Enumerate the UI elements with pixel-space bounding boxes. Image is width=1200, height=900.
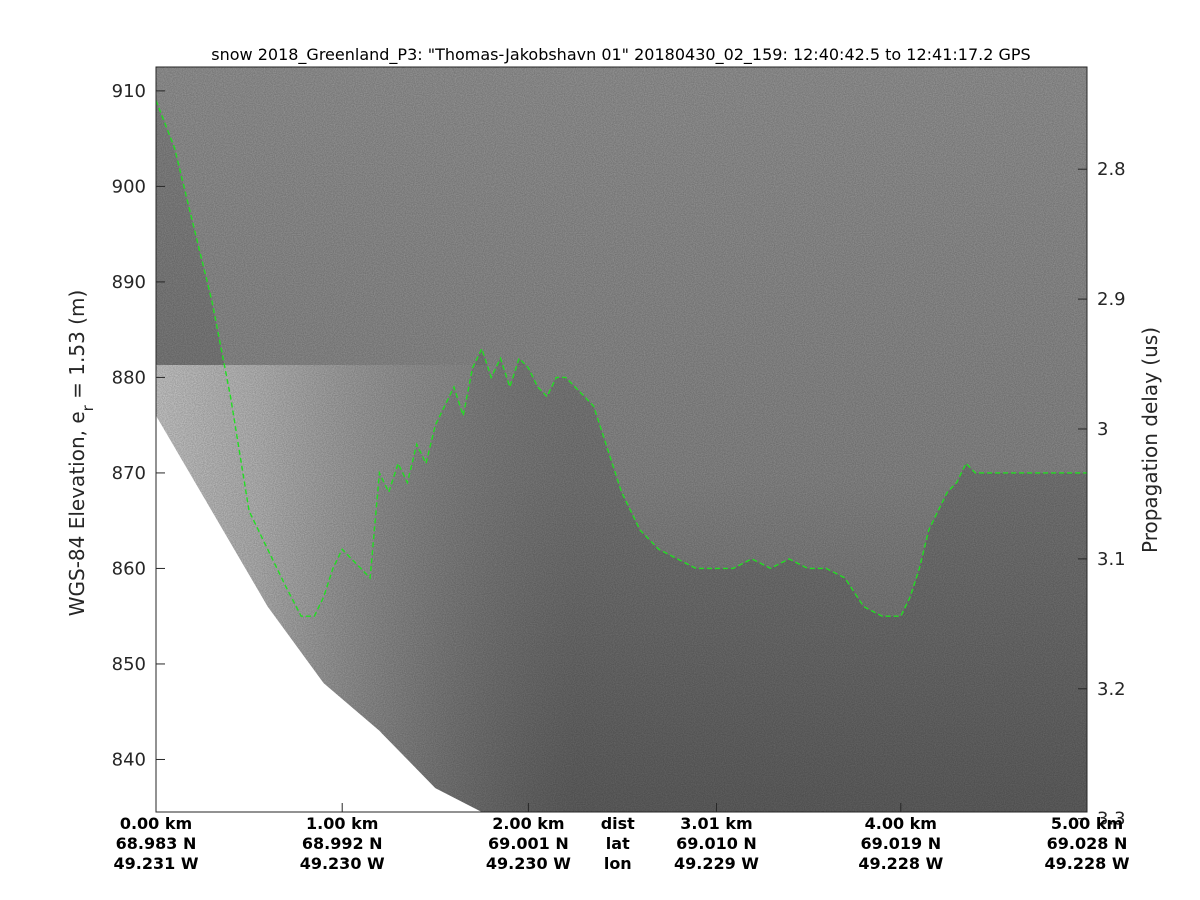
row-label-dist: dist	[601, 814, 635, 833]
x-tick-lon-label: 49.228 W	[858, 854, 943, 873]
x-tick-lat-label: 68.983 N	[116, 834, 197, 853]
no-data-region	[156, 415, 482, 812]
y-right-tick-label: 2.8	[1097, 159, 1126, 180]
y-tick-label: 900	[112, 176, 146, 197]
plot-area	[156, 67, 1087, 812]
x-tick-lon-label: 49.231 W	[114, 854, 199, 873]
y-tick-label: 870	[112, 463, 146, 484]
y-right-tick-label: 3	[1097, 419, 1108, 440]
x-tick-lat-label: 69.001 N	[488, 834, 569, 853]
surface-layer-line	[156, 100, 1087, 617]
y-axis-left-title: WGS-84 Elevation, er = 1.53 (m)	[65, 290, 97, 617]
x-tick-lat-label: 69.019 N	[860, 834, 941, 853]
x-tick-lat-label: 68.992 N	[302, 834, 383, 853]
y-axis-left: 840 850 860 870 880 890 900 910	[112, 81, 165, 770]
x-tick-lat-label: 69.028 N	[1047, 834, 1128, 853]
y-right-tick-label: 3.3	[1097, 809, 1126, 830]
plot-frame	[155, 66, 1088, 813]
x-tick-dist-label: 5.00 km	[1051, 814, 1123, 833]
y-right-tick-label: 2.9	[1097, 289, 1126, 310]
x-tick-lon-label: 49.229 W	[674, 854, 759, 873]
y-tick-label: 910	[112, 81, 146, 102]
y-axis-right: 2.8 2.9 3 3.1 3.2 3.3	[1078, 159, 1126, 830]
x-tick-lat-label: 69.010 N	[676, 834, 757, 853]
y-tick-label: 840	[112, 749, 146, 770]
row-label-lat: lat	[606, 834, 630, 853]
y-right-tick-label: 3.1	[1097, 549, 1126, 570]
row-label-lon: lon	[604, 854, 632, 873]
x-tick-lon-label: 49.230 W	[486, 854, 571, 873]
x-tick-lon-label: 49.230 W	[300, 854, 385, 873]
x-tick-dist-label: 2.00 km	[492, 814, 564, 833]
y-tick-label: 860	[112, 558, 146, 579]
y-tick-label: 850	[112, 654, 146, 675]
x-tick-dist-label: 3.01 km	[680, 814, 752, 833]
y-axis-right-title: Propagation delay (us)	[1138, 327, 1162, 553]
y-right-tick-label: 3.2	[1097, 679, 1126, 700]
chart-title: snow 2018_Greenland_P3: "Thomas-Jakobsha…	[211, 45, 1030, 65]
y-tick-label: 890	[112, 272, 146, 293]
x-tick-dist-label: 1.00 km	[306, 814, 378, 833]
x-tick-dist-label: 0.00 km	[120, 814, 192, 833]
x-tick-dist-label: 4.00 km	[865, 814, 937, 833]
y-tick-label: 880	[112, 367, 146, 388]
x-tick-lon-label: 49.228 W	[1045, 854, 1130, 873]
